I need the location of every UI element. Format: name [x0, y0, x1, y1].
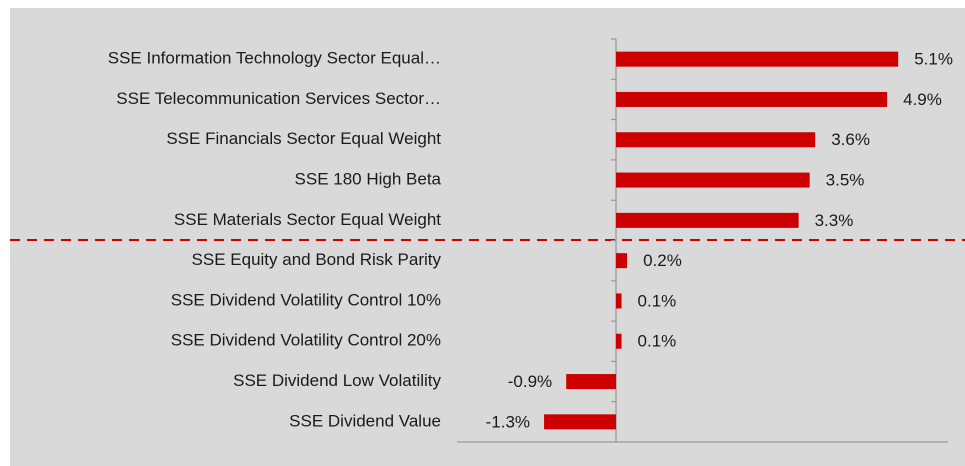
data-label: 0.2% — [643, 251, 682, 270]
category-label: SSE Dividend Low Volatility — [233, 371, 441, 390]
category-label: SSE 180 High Beta — [295, 170, 442, 189]
data-label: 3.6% — [831, 130, 870, 149]
data-label: 0.1% — [638, 291, 677, 310]
bar — [544, 414, 616, 430]
data-label: -0.9% — [508, 372, 552, 391]
bar — [616, 293, 622, 309]
category-label: SSE Dividend Value — [289, 411, 441, 430]
bar — [616, 172, 810, 188]
category-label: SSE Financials Sector Equal Weight — [166, 129, 441, 148]
bar — [566, 374, 616, 390]
bar — [616, 253, 628, 269]
chart-background — [10, 8, 965, 466]
data-label: 3.3% — [815, 211, 854, 230]
category-label: SSE Dividend Volatility Control 10% — [171, 290, 441, 309]
category-label: SSE Materials Sector Equal Weight — [174, 210, 441, 229]
category-label: SSE Information Technology Sector Equal… — [108, 49, 441, 68]
bar — [616, 51, 899, 67]
data-label: 3.5% — [826, 171, 865, 190]
category-label: SSE Equity and Bond Risk Parity — [192, 250, 442, 269]
category-label: SSE Telecommunication Services Sector… — [116, 89, 441, 108]
data-label: 4.9% — [903, 90, 942, 109]
bar — [616, 132, 816, 148]
category-label: SSE Dividend Volatility Control 20% — [171, 331, 441, 350]
data-label: 0.1% — [638, 332, 677, 351]
data-label: 5.1% — [914, 50, 953, 69]
bar — [616, 91, 888, 107]
bar — [616, 333, 622, 349]
data-label: -1.3% — [486, 412, 530, 431]
bar — [616, 212, 799, 228]
